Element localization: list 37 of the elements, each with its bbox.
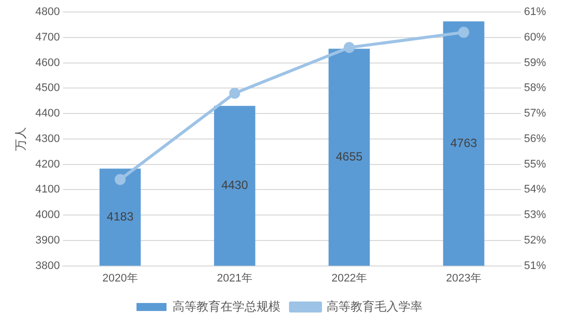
- data-label: 4183: [106, 210, 134, 224]
- y-tick-label: 4400: [35, 108, 60, 120]
- data-label: 4763: [450, 136, 478, 150]
- y-tick-label: 4500: [35, 82, 60, 94]
- point: [229, 88, 240, 99]
- y2-tick-label: 51%: [524, 260, 546, 272]
- y2-tick-label: 54%: [524, 184, 546, 196]
- data-label: 4430: [221, 178, 248, 192]
- legend-label: 高等教育在学总规模: [172, 299, 280, 314]
- y-tick-label: 4100: [35, 184, 60, 196]
- y2-tick-label: 60%: [524, 31, 546, 44]
- y-tick-label: 3900: [35, 234, 60, 246]
- data-label: 4655: [336, 150, 363, 164]
- y-axis-title: 万人: [14, 126, 28, 151]
- x-tick-label: 2020年: [102, 272, 138, 284]
- y-tick-label: 4200: [35, 158, 60, 170]
- y2-tick-label: 57%: [524, 108, 546, 120]
- y2-tick-label: 52%: [524, 234, 546, 246]
- y2-tick-label: 55%: [524, 158, 546, 170]
- y-tick-label: 4800: [35, 6, 60, 18]
- y2-tick-label: 56%: [524, 132, 546, 145]
- y2-tick-label: 58%: [524, 82, 546, 94]
- legend-label: 高等教育毛入学率: [326, 299, 422, 314]
- point: [114, 174, 126, 186]
- y-tick-label: 4600: [35, 56, 60, 69]
- y-tick-label: 4000: [35, 209, 60, 222]
- y2-tick-label: 59%: [524, 56, 546, 69]
- y-tick-label: 4300: [35, 132, 60, 145]
- x-tick-label: 2021年: [216, 272, 252, 284]
- y2-tick-label: 61%: [524, 6, 546, 18]
- y2-tick-label: 53%: [524, 209, 546, 222]
- y-tick-label: 3800: [35, 260, 60, 272]
- y-tick-label: 4700: [35, 31, 60, 44]
- point: [458, 26, 470, 38]
- x-tick-label: 2023年: [446, 272, 482, 284]
- x-tick-label: 2022年: [331, 272, 367, 284]
- point: [344, 42, 355, 54]
